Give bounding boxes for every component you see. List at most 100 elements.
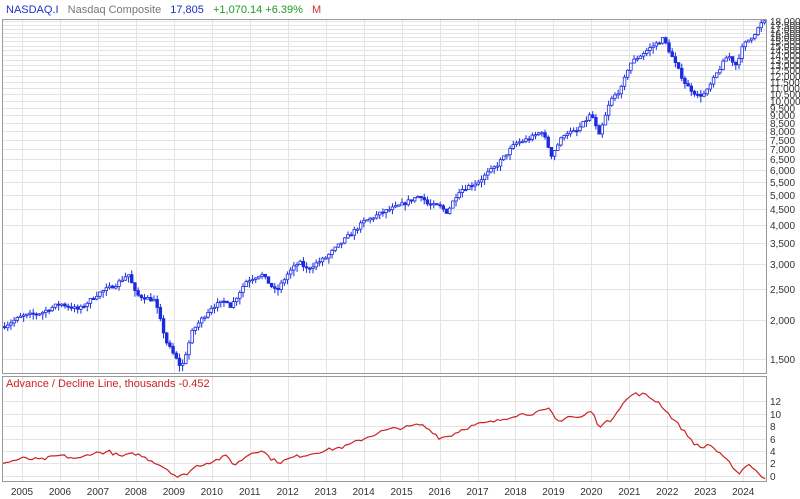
candle [222,297,226,307]
ad-y-tick-label: 8 [770,422,776,433]
candle [721,58,725,71]
price-y-tick-label: 17,000 [770,25,800,36]
candle [311,262,315,274]
candle [110,284,115,289]
price-panel-frame [2,19,767,374]
candle [15,316,20,323]
candle [657,41,662,45]
candle [130,270,134,284]
candle [53,303,58,310]
candle [149,293,153,302]
candle [683,75,687,89]
candle [635,55,639,62]
price-y-tick-label: 18,000 [770,17,800,28]
candle [597,124,601,135]
candle [107,282,112,290]
price-y-tick-label: 6,500 [770,155,795,166]
candle [9,319,13,330]
candle [492,165,496,174]
candle [673,52,678,68]
candle [715,72,719,79]
candle [660,37,665,45]
candle [276,284,280,296]
candle [254,277,258,284]
price-y-tick-label: 10,000 [770,97,800,108]
candle [686,79,690,87]
candle [352,226,356,240]
candle [339,242,344,249]
price-y-tick-label: 11,000 [770,84,800,95]
candle [409,199,414,204]
candle [244,279,248,287]
candle [699,89,703,103]
x-axis: 2005 2006 2007 2008 2009 2010 2011 2012 2013 2014… [11,487,755,498]
candle [79,304,83,314]
price-panel[interactable]: 1,500 2,000 2,500 3,000 3,500 4,000 4,500 5,000… [2,17,800,374]
candle [155,295,159,314]
ad-y-axis: 0 246 810 12 [770,397,782,483]
candle [743,40,748,51]
candle [581,121,585,128]
candle [587,112,592,122]
candle [358,220,363,233]
x-tick-label: 2014 [352,487,375,498]
instrument-name: Nasdaq Composite [68,4,162,16]
candle [425,196,430,207]
candle [60,303,64,308]
candle [193,326,198,335]
candle [428,199,433,210]
candle [177,353,182,372]
candle [120,276,124,283]
candle [171,343,175,356]
price-y-tick-label: 14,500 [770,46,800,57]
candle [371,216,376,222]
candle [543,129,547,140]
candle [158,303,163,322]
candle [260,271,264,280]
candle [165,331,169,346]
candle [444,208,449,214]
period-label[interactable]: M [312,4,321,16]
symbol-label[interactable]: NASDAQ.I [6,4,59,16]
price-y-tick-label: 2,000 [770,316,795,327]
candle [502,155,506,162]
candle [25,313,29,319]
candle [95,291,99,301]
price-grid [3,20,766,373]
price-y-tick-label: 13,500 [770,56,800,67]
price-y-tick-label: 4,000 [770,221,795,232]
candle [664,36,668,45]
price-y-tick-label: 11,500 [770,78,800,89]
x-tick-label: 2018 [504,487,527,498]
candle [133,281,137,297]
candle [527,135,531,143]
candle [212,303,217,314]
candle [670,48,674,58]
candle [180,359,185,372]
candle [454,193,458,207]
candle [41,310,45,320]
price-y-axis: 1,500 2,000 2,500 3,000 3,500 4,000 4,500 5,000… [770,17,800,366]
candle [327,253,331,264]
candle [463,184,468,192]
candle [266,276,271,284]
price-y-tick-label: 16,000 [770,33,800,44]
price-y-tick-label: 7,500 [770,136,795,147]
candle [234,297,239,306]
candle [174,351,178,360]
candle [91,296,96,301]
x-tick-label: 2009 [163,487,186,498]
candle [575,127,579,137]
x-tick-label: 2007 [87,487,110,498]
candle [648,43,652,57]
candle [705,88,709,96]
ad-panel[interactable]: Advance / Decline Line, thousands -0.452… [2,376,782,484]
candle [323,256,328,260]
x-tick-label: 2019 [542,487,565,498]
candle [416,195,420,199]
candle [88,297,93,309]
candle [533,131,538,140]
candle [63,302,67,309]
x-tick-label: 2017 [466,487,489,498]
candle [629,62,633,74]
